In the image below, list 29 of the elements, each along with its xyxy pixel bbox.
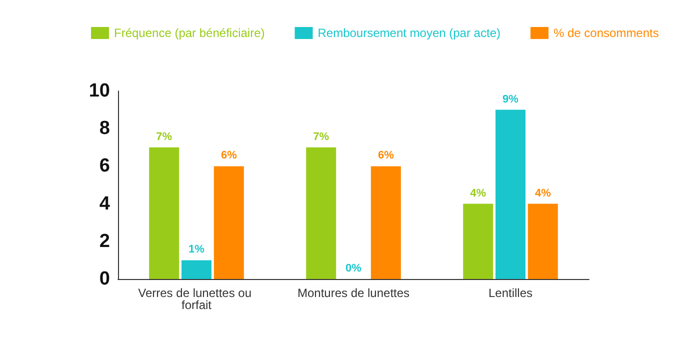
- bar: [306, 147, 336, 279]
- data-label: 6%: [378, 150, 394, 162]
- bar: [528, 204, 558, 279]
- y-tick-label: 6: [99, 156, 110, 177]
- y-tick-label: 10: [88, 80, 110, 102]
- legend-label: Remboursement moyen (par acte): [318, 26, 500, 40]
- bar: [214, 166, 244, 279]
- bar: [182, 260, 212, 279]
- data-label: 1%: [188, 244, 205, 256]
- data-label: 4%: [534, 187, 552, 200]
- data-label: 9%: [502, 93, 519, 106]
- y-tick-label: 8: [99, 118, 110, 140]
- data-label: 7%: [313, 130, 330, 143]
- legend-label: Fréquence (par bénéficiaire): [114, 26, 265, 40]
- x-tick-label: Verres de lunettes ou forfait: [138, 286, 255, 312]
- y-tick-label: 0: [99, 268, 110, 290]
- y-tick-label: 4: [99, 193, 110, 214]
- data-label: 7%: [156, 130, 172, 143]
- bar: [496, 110, 526, 279]
- bar: [149, 147, 180, 279]
- x-tick-label: Lentilles: [488, 286, 533, 300]
- bar: [463, 204, 494, 279]
- data-label: 6%: [220, 150, 238, 162]
- bar: [370, 166, 401, 279]
- data-label: 4%: [470, 187, 486, 200]
- data-label: 0%: [346, 262, 362, 274]
- y-tick-label: 2: [99, 230, 110, 252]
- legend-label: % de consomments: [553, 26, 659, 40]
- x-tick-label: Montures de lunettes: [297, 286, 410, 300]
